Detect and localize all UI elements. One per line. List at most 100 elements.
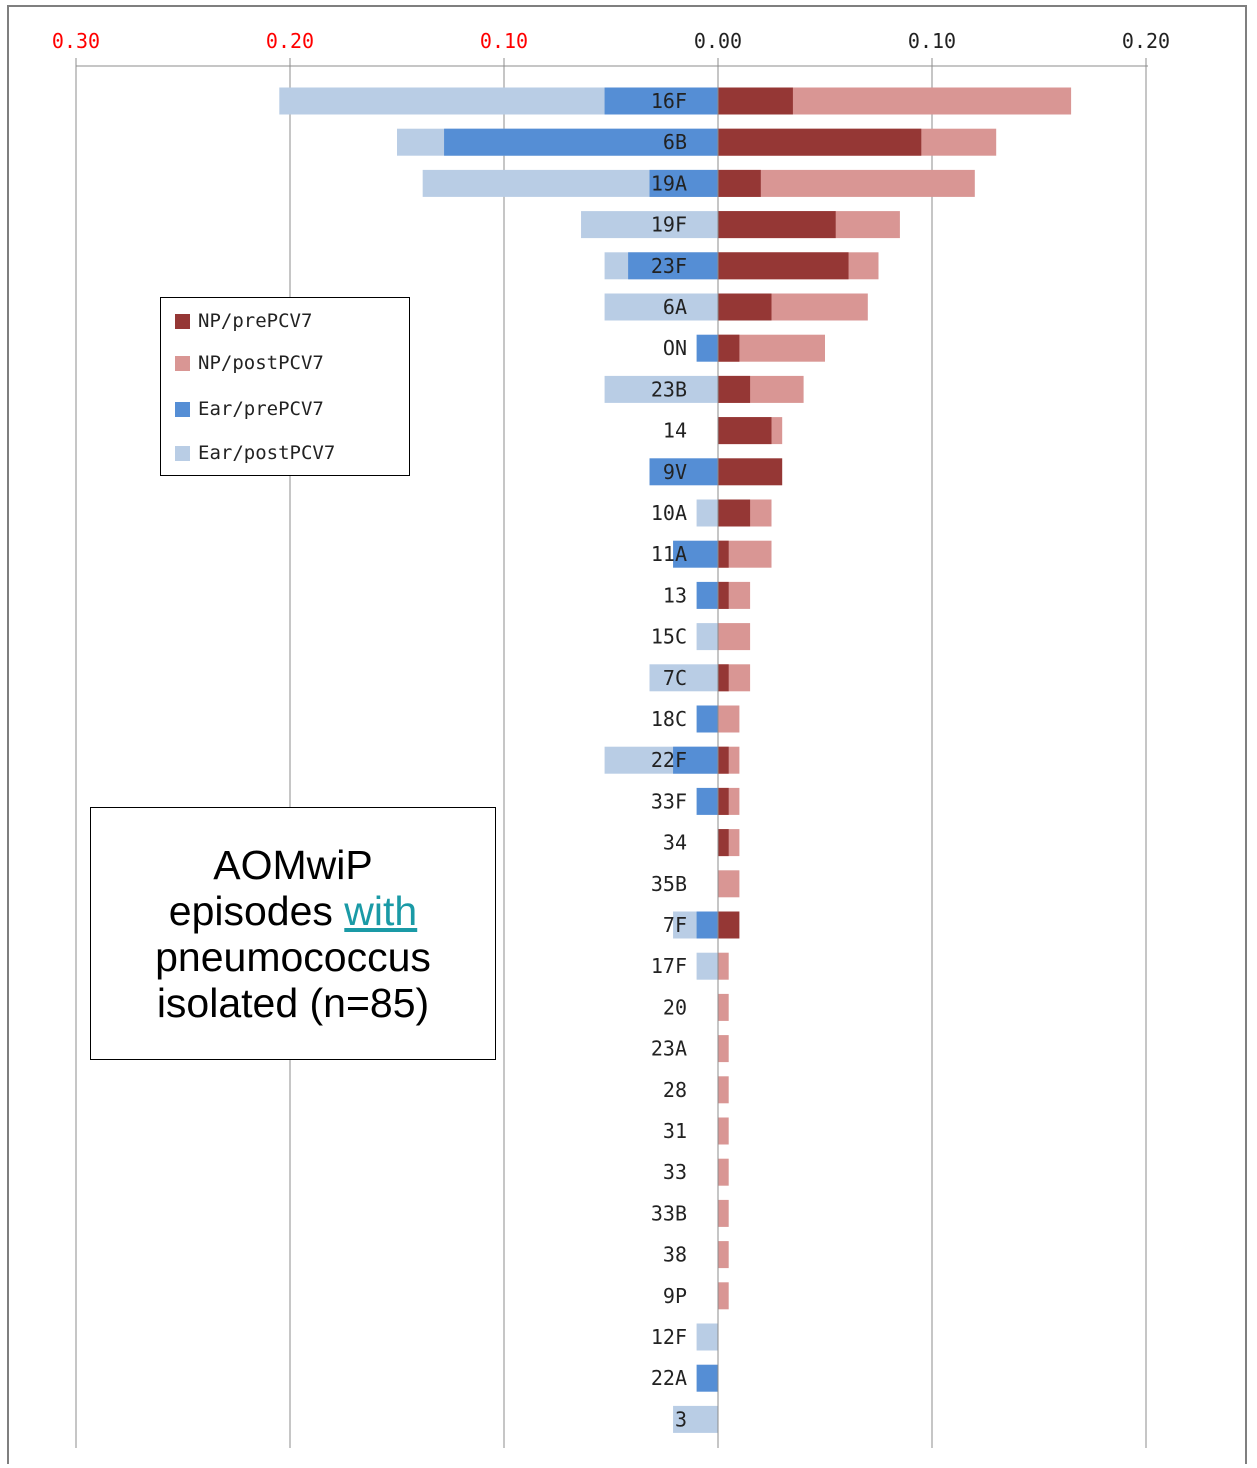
category-label: 7F	[663, 913, 687, 937]
bar-ear-pre	[696, 334, 718, 362]
bar-np-post	[718, 1199, 729, 1227]
bar-np-post	[718, 1282, 729, 1310]
bar-ear-pre	[696, 581, 718, 609]
category-label: 23A	[651, 1037, 687, 1061]
bar-np-pre	[718, 334, 740, 362]
bar-ear-pre	[444, 128, 718, 156]
bar-np-pre	[718, 128, 922, 156]
bar-ear-pre	[673, 540, 718, 568]
bar-np-pre	[718, 664, 729, 692]
category-label: 23F	[651, 254, 687, 278]
annotation-box: AOMwiP episodes with pneumococcus isolat…	[90, 807, 496, 1060]
bar-np-pre	[718, 169, 761, 197]
category-label: 19F	[651, 213, 687, 237]
bar-ear-pre	[696, 787, 718, 815]
category-label: 18C	[651, 707, 687, 731]
bar-np-pre	[718, 417, 772, 445]
category-label: 7C	[663, 666, 687, 690]
bar-np-post	[718, 870, 740, 898]
category-label: 33	[663, 1160, 687, 1184]
bar-np-post	[718, 1035, 729, 1063]
category-label: 9P	[663, 1284, 687, 1308]
bar-np-pre	[718, 499, 751, 527]
bar-np-pre	[718, 581, 729, 609]
category-label: 31	[663, 1119, 687, 1143]
category-label: 20	[663, 995, 687, 1019]
bar-ear-post	[696, 952, 718, 980]
category-label: 3	[675, 1407, 687, 1431]
x-tick-label: 0.20	[266, 29, 314, 53]
x-tick-label: 0.00	[694, 29, 742, 53]
annotation-line-3: pneumococcus	[155, 933, 431, 980]
category-label: 6A	[663, 295, 687, 319]
bar-np-post	[718, 623, 751, 651]
legend-swatch-ear-pre	[175, 401, 190, 417]
x-tick-label: 0.30	[52, 29, 100, 53]
bar-ear-pre	[604, 87, 718, 115]
legend: NP/prePCV7 NP/postPCV7 Ear/prePCV7 Ear/p…	[160, 297, 410, 476]
category-label: 23B	[651, 377, 687, 401]
annotation-text: AOMwiP episodes with pneumococcus isolat…	[155, 842, 431, 1026]
bar-np-pre	[718, 211, 836, 239]
category-label: 22F	[651, 748, 687, 772]
category-label: 22A	[651, 1366, 687, 1390]
bar-ear-post	[696, 623, 718, 651]
annotation-line-1: AOMwiP	[213, 841, 373, 888]
legend-label-ear-pre: Ear/prePCV7	[198, 398, 324, 420]
legend-label-np-pre: NP/prePCV7	[198, 310, 313, 332]
category-label: 12F	[651, 1325, 687, 1349]
bar-np-post	[718, 1117, 729, 1145]
legend-item-np-pre: NP/prePCV7	[175, 306, 312, 336]
bar-ear-pre	[649, 458, 718, 486]
annotation-line-2-prefix: episodes	[168, 887, 345, 934]
category-label: 38	[663, 1243, 687, 1267]
bar-np-post	[718, 705, 740, 733]
bar-ear-post	[649, 664, 718, 692]
bar-np-pre	[718, 293, 772, 321]
bar-np-pre	[718, 375, 751, 403]
bar-ear-pre	[696, 705, 718, 733]
bar-ear-post	[581, 211, 718, 239]
bar-ear-post	[696, 499, 718, 527]
bar-np-pre	[718, 458, 783, 486]
annotation-line-2: episodes with	[155, 888, 431, 934]
bar-np-post	[718, 1076, 729, 1104]
category-label: 33F	[651, 789, 687, 813]
bar-np-pre	[718, 252, 849, 280]
legend-item-ear-pre: Ear/prePCV7	[175, 394, 324, 424]
category-label: 33B	[651, 1201, 687, 1225]
category-label: 19A	[651, 171, 687, 195]
bar-ear-pre	[696, 911, 718, 939]
annotation-link[interactable]: with	[344, 887, 418, 934]
bar-ear-pre	[649, 169, 718, 197]
category-label: 9V	[663, 460, 687, 484]
legend-item-ear-post: Ear/postPCV7	[175, 438, 335, 468]
bar-ear-pre	[673, 746, 718, 774]
bar-np-pre	[718, 787, 729, 815]
bar-ear-post	[673, 1405, 718, 1433]
bar-np-pre	[718, 911, 740, 939]
category-label: 34	[663, 831, 687, 855]
category-label: 14	[663, 419, 687, 443]
bar-np-pre	[718, 746, 729, 774]
bar-np-post	[718, 1158, 729, 1186]
category-label: 15C	[651, 625, 687, 649]
bar-np-pre	[718, 87, 793, 115]
x-tick-label: 0.10	[480, 29, 528, 53]
legend-label-np-post: NP/postPCV7	[198, 352, 324, 374]
bar-ear-pre	[696, 1364, 718, 1392]
bar-np-pre	[718, 829, 729, 857]
category-label: 13	[663, 583, 687, 607]
category-label: 17F	[651, 954, 687, 978]
bar-np-post	[718, 952, 729, 980]
bar-ear-post	[696, 1323, 718, 1351]
x-tick-label: 0.20	[1122, 29, 1170, 53]
bar-np-pre	[718, 540, 729, 568]
bar-ear-post	[604, 293, 718, 321]
category-label: 11A	[651, 542, 687, 566]
legend-swatch-ear-post	[175, 445, 190, 461]
bar-np-post	[718, 1241, 729, 1269]
category-label: 6B	[663, 130, 687, 154]
